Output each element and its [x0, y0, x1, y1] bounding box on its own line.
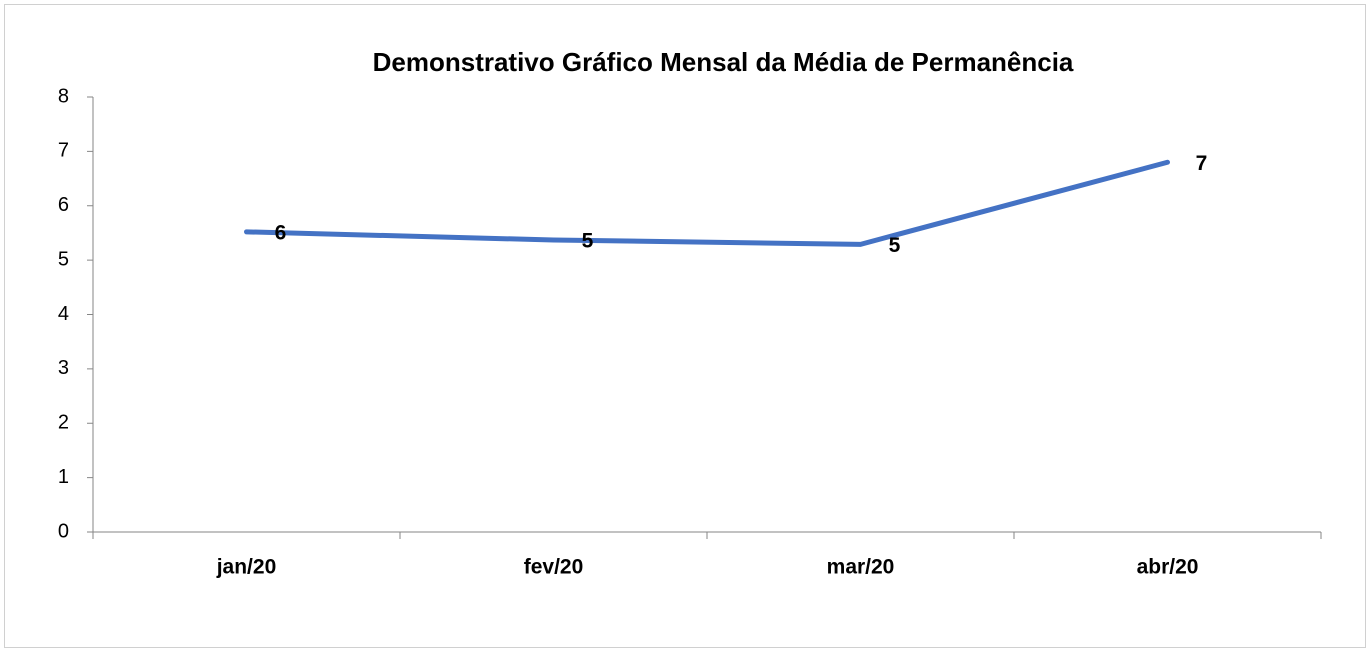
y-tick-label: 7: [58, 140, 69, 162]
x-tick-label: abr/20: [1137, 556, 1199, 579]
y-tick-label: 6: [58, 194, 69, 216]
y-tick-label: 4: [58, 303, 69, 325]
y-tick-label: 5: [58, 248, 69, 270]
data-label: 7: [1196, 152, 1208, 175]
data-label: 6: [275, 221, 287, 244]
chart-frame: [4, 4, 1366, 648]
line: [244, 159, 1170, 247]
y-tick-label: 2: [58, 412, 69, 434]
y-tick-label: 1: [58, 466, 69, 488]
y-tick-label: 8: [58, 85, 69, 107]
x-tick-label: mar/20: [827, 556, 895, 579]
chart-title: Demonstrativo Gráfico Mensal da Média de…: [373, 47, 1074, 77]
data-label: 5: [889, 234, 901, 257]
x-tick-label: fev/20: [524, 556, 584, 579]
x-tick-label: jan/20: [216, 556, 277, 579]
data-label: 5: [582, 230, 594, 253]
y-tick-label: 0: [58, 520, 69, 542]
y-tick-label: 3: [58, 357, 69, 379]
